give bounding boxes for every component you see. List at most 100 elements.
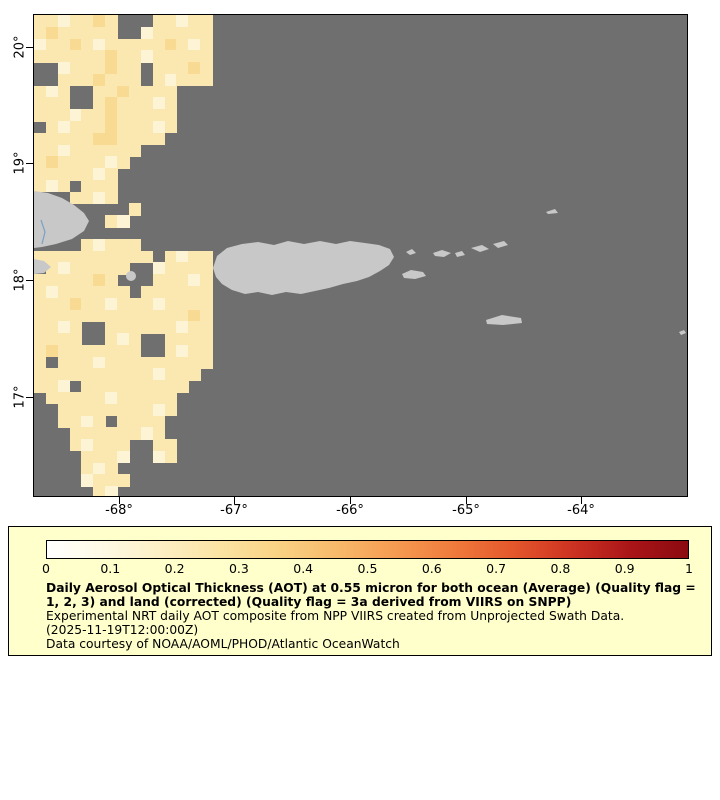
- aot-cell: [164, 38, 177, 51]
- aot-cell: [57, 285, 71, 299]
- aot-cell: [140, 297, 154, 311]
- aot-cell: [164, 368, 177, 381]
- colorbar-tick-label: 0.7: [486, 561, 507, 576]
- aot-cell: [69, 285, 83, 299]
- aot-cell: [128, 415, 142, 428]
- aot-grid-layer: [34, 15, 687, 496]
- aot-cell: [117, 356, 130, 369]
- aot-cell: [117, 321, 130, 334]
- aot-cell: [105, 439, 118, 452]
- aot-cell: [105, 238, 118, 252]
- aot-cell: [164, 344, 177, 358]
- aot-cell: [128, 344, 142, 358]
- aot-cell: [140, 415, 154, 428]
- aot-cell: [176, 250, 189, 263]
- aot-cell: [57, 250, 71, 263]
- aot-cell: [152, 415, 166, 428]
- aot-cell: [176, 344, 189, 358]
- aot-cell: [34, 285, 47, 299]
- aot-cell: [105, 250, 118, 263]
- aot-cell: [93, 73, 106, 87]
- aot-cell: [152, 321, 166, 334]
- aot-cell: [57, 62, 71, 75]
- aot-cell: [117, 97, 130, 110]
- aot-cell: [81, 415, 94, 428]
- aot-cell: [69, 191, 83, 205]
- aot-cell: [57, 321, 71, 334]
- aot-cell: [81, 403, 94, 417]
- aot-cell: [81, 368, 94, 381]
- aot-cell: [34, 109, 47, 122]
- aot-cell: [45, 391, 59, 405]
- aot-cell: [164, 450, 177, 464]
- aot-cell: [45, 274, 59, 287]
- x-axis-tick: [234, 497, 235, 504]
- aot-cell: [140, 309, 154, 322]
- aot-cell: [81, 380, 94, 393]
- aot-cell: [164, 109, 177, 122]
- aot-cell: [45, 15, 59, 28]
- aot-cell: [140, 26, 154, 40]
- aot-cell: [128, 203, 142, 216]
- aot-cell: [140, 97, 154, 110]
- aot-cell: [105, 38, 118, 51]
- aot-cell: [176, 297, 189, 311]
- aot-cell: [34, 356, 47, 369]
- land-layer: [34, 191, 686, 335]
- aot-cell: [188, 50, 201, 63]
- aot-cell: [105, 285, 118, 299]
- aot-cell: [45, 156, 59, 169]
- aot-cell: [200, 333, 213, 346]
- aot-cell: [176, 73, 189, 87]
- aot-cell: [69, 156, 83, 169]
- aot-cell: [93, 38, 106, 51]
- aot-cell: [81, 38, 94, 51]
- aot-cell: [200, 73, 213, 87]
- aot-cell: [152, 309, 166, 322]
- aot-cell: [45, 38, 59, 51]
- aot-cell: [164, 50, 177, 63]
- aot-cell: [34, 380, 47, 393]
- aot-cell: [57, 109, 71, 122]
- aot-cell: [81, 132, 94, 146]
- aot-cell: [117, 50, 130, 63]
- aot-cell: [34, 144, 47, 157]
- aot-cell: [57, 50, 71, 63]
- tortola-island: [471, 245, 489, 252]
- aot-cell: [93, 380, 106, 393]
- aot-cell: [93, 97, 106, 110]
- aot-cell: [152, 26, 166, 40]
- aot-cell: [93, 50, 106, 63]
- y-axis-tick: [26, 163, 33, 164]
- aot-cell: [140, 132, 154, 146]
- aot-cell: [93, 403, 106, 417]
- aot-cell: [164, 262, 177, 275]
- y-axis-tick: [26, 397, 33, 398]
- aot-cell: [128, 368, 142, 381]
- aot-cell: [69, 132, 83, 146]
- aot-cell: [34, 344, 47, 358]
- aot-cell: [69, 368, 83, 381]
- aot-cell: [81, 250, 94, 263]
- aot-cell: [81, 109, 94, 122]
- aot-cell: [93, 15, 106, 28]
- aot-cell: [164, 97, 177, 110]
- aot-cell: [188, 73, 201, 87]
- aot-cell: [188, 309, 201, 322]
- aot-cell: [140, 250, 154, 263]
- aot-cell: [57, 121, 71, 134]
- aot-cell: [69, 62, 83, 75]
- hispaniola-landmass: [34, 191, 89, 248]
- aot-cell: [117, 368, 130, 381]
- aot-cell: [81, 50, 94, 63]
- aot-cell: [93, 427, 106, 440]
- colorbar-tick-label: 0.6: [421, 561, 442, 576]
- aot-cell: [34, 50, 47, 63]
- colorbar-tick-label: 0.2: [164, 561, 185, 576]
- aot-cell: [164, 285, 177, 299]
- colorbar: [46, 540, 689, 559]
- aot-cell: [105, 297, 118, 311]
- aot-cell: [69, 439, 83, 452]
- aot-cell: [128, 50, 142, 63]
- aot-cell: [57, 309, 71, 322]
